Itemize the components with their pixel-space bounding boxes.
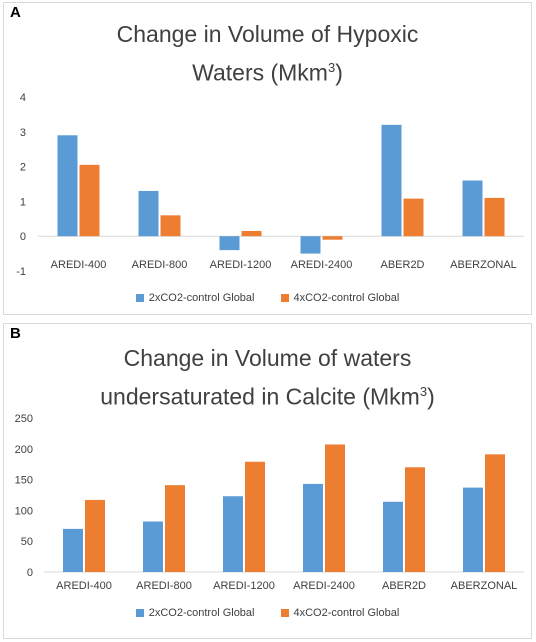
panel-b: B Change in Volume of waters undersatura… — [3, 323, 532, 639]
chart-title-line-2: undersaturated in Calcite (Mkm3) — [4, 375, 531, 414]
bar-series-1 — [383, 501, 403, 572]
legend-a: 2xCO2-control Global 4xCO2-control Globa… — [4, 292, 531, 304]
y-tick-label: 0 — [20, 231, 26, 243]
bar-series-1 — [463, 487, 483, 572]
legend-swatch-series-2 — [280, 609, 289, 617]
bar-series-2 — [403, 198, 424, 237]
legend-b: 2xCO2-control Global 4xCO2-control Globa… — [4, 607, 531, 619]
panel-a: A Change in Volume of Hypoxic Waters (Mk… — [3, 2, 532, 315]
panel-letter: B — [10, 325, 21, 342]
legend-swatch-series-2 — [280, 294, 289, 302]
x-category-label: AREDI-800 — [136, 580, 192, 592]
bar-series-1 — [143, 521, 163, 572]
legend-label-series-2: 4xCO2-control Global — [293, 607, 400, 619]
chart-title-superscript: 3 — [327, 60, 336, 75]
y-tick-label: 4 — [20, 92, 26, 104]
chart-title-close: ) — [335, 59, 343, 86]
bar-series-2 — [79, 164, 100, 237]
chart-b-plot: 0 50 100 150 200 250 AREDI-400 AREDI-800 AREDI-1… — [15, 413, 524, 592]
chart-title-superscript: 3 — [419, 384, 428, 399]
x-category-label: ABERZONAL — [450, 259, 517, 271]
bar-series-1 — [462, 180, 483, 237]
bar-series-2 — [245, 461, 265, 572]
x-category-label: AREDI-800 — [132, 259, 188, 271]
x-category-label: AREDI-400 — [51, 259, 107, 271]
legend-label-series-1: 2xCO2-control Global — [148, 607, 255, 619]
y-tick-label: 200 — [15, 444, 33, 456]
y-tick-label: 1 — [20, 196, 26, 208]
bar-series-1 — [223, 496, 243, 572]
bar-series-2 — [165, 485, 185, 572]
chart-title: Change in Volume of Hypoxic Waters (Mkm3… — [4, 18, 531, 90]
chart-title-line-1: Change in Volume of waters — [123, 345, 412, 371]
y-tick-label: 150 — [15, 475, 33, 487]
legend-swatch-series-1 — [135, 609, 144, 617]
bar-series-2 — [241, 230, 262, 237]
y-tick-label: -1 — [16, 266, 26, 278]
x-category-label: ABER2D — [382, 580, 426, 592]
chart-title-close: ) — [427, 383, 435, 410]
chart-title-line-2: Waters (Mkm3) — [4, 51, 531, 90]
bar-series-2 — [485, 454, 505, 572]
x-category-label: ABERZONAL — [451, 580, 518, 592]
bar-series-2 — [85, 499, 105, 572]
legend-item-series-1: 2xCO2-control Global — [135, 607, 255, 619]
bar-series-1 — [300, 236, 321, 254]
chart-title-text: undersaturated in Calcite (Mkm — [100, 383, 420, 410]
chart-a-plot: -1 0 1 2 3 4 AREDI-400 AREDI-800 AREDI-1200 AREDI… — [16, 92, 524, 278]
bar-series-1 — [219, 236, 240, 251]
legend-item-series-1: 2xCO2-control Global — [135, 292, 255, 304]
chart-title-line-1: Change in Volume of Hypoxic — [116, 21, 419, 47]
bar-series-1 — [63, 528, 83, 572]
bar-series-2 — [322, 236, 343, 240]
x-category-label: AREDI-1200 — [213, 580, 275, 592]
bar-series-2 — [484, 197, 505, 237]
y-tick-label: 2 — [20, 162, 26, 174]
bar-series-2 — [160, 215, 181, 237]
x-category-label: AREDI-2400 — [293, 580, 355, 592]
bar-series-2 — [325, 444, 345, 572]
x-category-label: AREDI-2400 — [291, 259, 353, 271]
bar-series-1 — [303, 483, 323, 572]
y-tick-label: 0 — [27, 567, 33, 579]
bar-series-1 — [57, 135, 78, 237]
legend-label-series-2: 4xCO2-control Global — [293, 292, 400, 304]
chart-title-text: Waters (Mkm — [192, 59, 328, 86]
x-category-label: AREDI-400 — [56, 580, 112, 592]
y-tick-label: 3 — [20, 127, 26, 139]
y-tick-label: 100 — [15, 505, 33, 517]
bar-series-1 — [138, 190, 159, 237]
x-category-label: ABER2D — [380, 259, 424, 271]
bar-series-2 — [405, 467, 425, 572]
y-tick-label: 50 — [21, 536, 33, 548]
legend-item-series-2: 4xCO2-control Global — [280, 292, 400, 304]
x-category-label: AREDI-1200 — [210, 259, 272, 271]
chart-title: Change in Volume of waters undersaturate… — [4, 342, 531, 414]
legend-label-series-1: 2xCO2-control Global — [148, 292, 255, 304]
bar-series-1 — [381, 124, 402, 237]
legend-item-series-2: 4xCO2-control Global — [280, 607, 400, 619]
panel-letter: A — [10, 4, 21, 21]
legend-swatch-series-1 — [135, 294, 144, 302]
y-tick-label: 250 — [15, 413, 33, 425]
